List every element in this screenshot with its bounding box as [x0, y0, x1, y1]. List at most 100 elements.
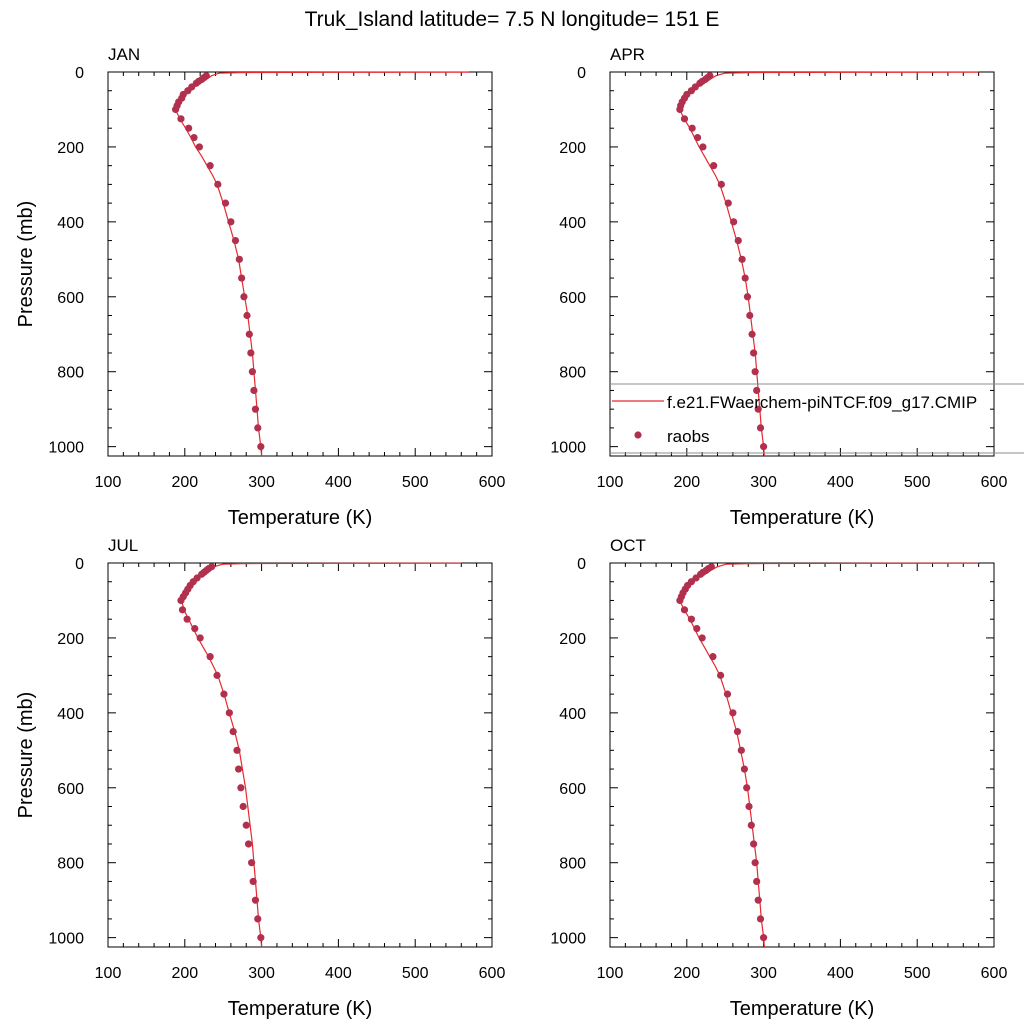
y-tick-label: 200 — [57, 140, 84, 157]
raobs-marker — [233, 746, 241, 754]
x-tick-label: 300 — [750, 474, 777, 491]
y-tick-label: 0 — [75, 556, 84, 573]
raobs-marker — [709, 653, 717, 661]
x-tick-label: 600 — [479, 474, 506, 491]
raobs-marker — [750, 840, 758, 848]
x-tick-label: 300 — [750, 965, 777, 982]
plot-frame — [107, 562, 493, 948]
raobs-marker — [251, 405, 260, 413]
y-tick-label: 600 — [559, 290, 586, 307]
raobs-marker — [717, 180, 725, 188]
y-tick-label: 400 — [559, 215, 586, 232]
y-tick-label: 1000 — [550, 440, 586, 457]
raobs-marker — [239, 802, 247, 811]
y-tick-label: 1000 — [48, 440, 84, 457]
x-axis-label: Temperature (K) — [730, 998, 875, 1020]
raobs-marker — [751, 368, 759, 376]
raobs-marker — [237, 784, 245, 792]
raobs-marker — [748, 330, 756, 338]
raobs-marker — [229, 727, 237, 736]
raobs-marker — [738, 255, 746, 263]
raobs-marker — [733, 727, 742, 736]
y-axis-label: Pressure (mb) — [15, 692, 37, 819]
raobs-marker — [196, 634, 204, 642]
raobs-marker — [750, 349, 758, 357]
raobs-marker — [191, 624, 199, 633]
y-tick-label: 400 — [57, 706, 84, 723]
raobs-marker — [741, 274, 749, 282]
y-axis-label: Pressure (mb) — [15, 201, 37, 328]
raobs-marker — [178, 606, 187, 614]
y-tick-label: 0 — [75, 65, 84, 82]
raobs-marker — [680, 115, 689, 123]
x-tick-label: 500 — [904, 474, 931, 491]
raobs-marker — [756, 424, 765, 432]
x-tick-label: 500 — [402, 965, 429, 982]
raobs-marker — [745, 802, 753, 811]
raobs-marker — [747, 821, 755, 829]
y-tick-label: 1000 — [48, 931, 84, 948]
raobs-marker — [254, 915, 262, 923]
panel-label: OCT — [610, 536, 646, 555]
y-tick-label: 200 — [559, 631, 586, 648]
raobs-marker — [183, 615, 191, 623]
y-tick-label: 600 — [57, 781, 84, 798]
raobs-marker — [214, 180, 222, 188]
raobs-marker — [231, 236, 240, 245]
raobs-marker — [687, 615, 696, 623]
y-tick-label: 600 — [57, 290, 84, 307]
x-tick-label: 100 — [597, 965, 624, 982]
raobs-marker — [729, 709, 737, 717]
raobs-marker — [249, 877, 257, 886]
raobs-marker — [676, 596, 684, 605]
raobs-marker — [257, 934, 265, 942]
model-profile-line — [180, 562, 462, 948]
y-tick-label: 200 — [559, 140, 586, 157]
x-tick-label: 200 — [673, 474, 700, 491]
raobs-marker — [177, 596, 185, 605]
raobs-marker — [250, 386, 258, 395]
y-tick-label: 800 — [57, 856, 84, 873]
raobs-marker — [698, 634, 706, 642]
raobs-marker — [699, 143, 707, 151]
raobs-marker — [248, 368, 256, 376]
raobs-marker — [740, 765, 749, 773]
y-tick-label: 400 — [559, 706, 586, 723]
panel-jan: JAN 100 200 300 400 500 600 0 200 400 600 800 1000 Te… — [15, 45, 505, 529]
x-tick-label: 300 — [248, 474, 275, 491]
model-profile-line — [174, 71, 470, 457]
raobs-marker — [185, 124, 193, 132]
x-tick-label: 500 — [402, 474, 429, 491]
x-tick-label: 500 — [904, 965, 931, 982]
raobs-marker — [190, 133, 198, 142]
x-axis-label: Temperature (K) — [228, 998, 373, 1020]
raobs-marker — [206, 162, 214, 170]
raobs-marker — [244, 840, 253, 848]
x-axis-label: Temperature (K) — [730, 507, 875, 529]
legend-label-model: f.e21.FWaerchem-piNTCF.f09_g17.CMIP — [667, 393, 977, 412]
raobs-marker — [171, 105, 180, 114]
x-tick-label: 200 — [171, 474, 198, 491]
y-tick-label: 400 — [57, 215, 84, 232]
x-tick-label: 300 — [248, 965, 275, 982]
x-tick-label: 600 — [981, 965, 1008, 982]
panel-apr: APR 100 200 300 400 500 600 0 200 400 600 800 1000 Te… — [550, 45, 1007, 529]
raobs-marker — [730, 218, 738, 226]
x-tick-label: 100 — [597, 474, 624, 491]
x-tick-label: 100 — [95, 474, 122, 491]
raobs-marker — [723, 690, 732, 698]
panel-oct: OCT 100 200 300 400 500 600 0 200 400 600 800 1000 Te… — [550, 536, 1007, 1020]
raobs-marker — [247, 349, 255, 357]
plot-frame — [609, 562, 995, 948]
raobs-marker — [688, 124, 696, 132]
raobs-marker — [235, 255, 243, 263]
raobs-marker — [257, 443, 265, 451]
raobs-marker — [227, 218, 235, 226]
raobs-marker — [751, 859, 759, 867]
raobs-marker — [746, 311, 754, 320]
y-tick-label: 800 — [559, 365, 586, 382]
raobs-marker — [680, 606, 689, 614]
raobs-marker — [195, 143, 203, 151]
